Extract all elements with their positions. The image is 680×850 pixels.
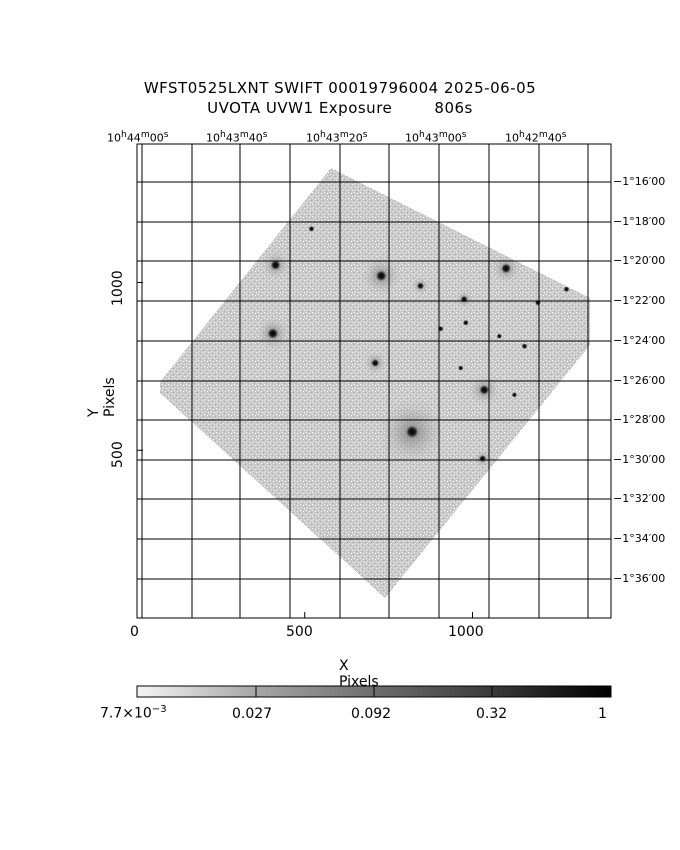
source-14 — [563, 286, 570, 293]
source-halo — [299, 174, 317, 193]
colorbar-label-3: 0.092 — [351, 706, 392, 722]
ra-tick-3: 10h43m20s — [306, 129, 368, 145]
dec-tick-6: −1°28′00 — [613, 413, 666, 426]
x-axis-label: X Pixels — [339, 658, 379, 690]
source-layer — [255, 174, 570, 495]
source-19 — [496, 333, 503, 339]
coordinate-grid — [137, 144, 611, 618]
source-0 — [405, 425, 419, 439]
ra-tick-1: 10h44m00s — [107, 129, 169, 145]
colorbar-dividers — [255, 686, 493, 697]
source-21 — [458, 365, 464, 371]
dec-tick-5: −1°26′00 — [613, 374, 666, 387]
x-tick-500: 500 — [286, 624, 313, 640]
field-of-view — [160, 168, 590, 598]
source-11 — [479, 455, 487, 463]
source-9 — [460, 295, 468, 303]
dec-tick-4: −1°24′00 — [613, 334, 666, 347]
source-18 — [308, 225, 315, 232]
pixel-axis-ticks — [136, 282, 473, 618]
y-tick-1000: 1000 — [110, 270, 126, 306]
source-7 — [304, 180, 312, 188]
dec-tick-0: −1°16′00 — [613, 175, 666, 188]
colorbar-label-max: 1 — [598, 706, 607, 722]
source-16 — [462, 319, 469, 326]
source-1 — [375, 270, 387, 282]
dec-tick-9: −1°34′00 — [613, 532, 666, 545]
y-tick-500: 500 — [110, 441, 126, 468]
source-4 — [501, 263, 512, 274]
source-2 — [267, 327, 279, 339]
x-tick-0: 0 — [130, 624, 139, 640]
ra-tick-2: 10h43m40s — [206, 129, 268, 145]
plot-title-line2: UVOTA UVW1 Exposure 806s — [207, 99, 473, 117]
dec-tick-8: −1°32′00 — [613, 492, 666, 505]
source-15 — [521, 343, 528, 350]
source-halo — [475, 476, 494, 495]
source-5 — [479, 384, 490, 395]
dec-tick-10: −1°36′00 — [613, 572, 666, 585]
plot-title-line1: WFST0525LXNT SWIFT 00019796004 2025-06-0… — [143, 79, 537, 97]
dec-tick-7: −1°30′00 — [613, 453, 666, 466]
colorbar-label-2: 0.027 — [232, 706, 273, 722]
y-axis-label: Y Pixels — [86, 377, 118, 417]
dec-tick-3: −1°22′00 — [613, 294, 666, 307]
ra-tick-5: 10h42m40s — [505, 129, 567, 145]
plot-frame — [136, 143, 612, 619]
source-3 — [270, 260, 281, 271]
source-20 — [511, 392, 518, 398]
colorbar-label-min: 7.7×10−3 — [100, 704, 167, 722]
x-tick-1000: 1000 — [448, 624, 484, 640]
ra-tick-4: 10h43m00s — [405, 129, 467, 145]
source-6 — [371, 359, 380, 368]
source-12 — [480, 481, 488, 489]
dec-tick-1: −1°18′00 — [613, 215, 666, 228]
colorbar-label-4: 0.32 — [476, 706, 508, 722]
source-8 — [416, 282, 424, 290]
dec-tick-2: −1°20′00 — [613, 254, 666, 267]
